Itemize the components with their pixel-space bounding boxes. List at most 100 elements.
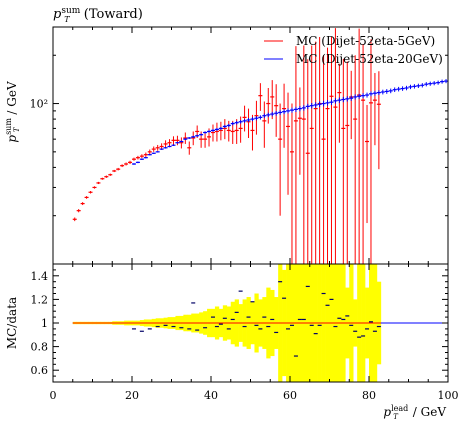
- data-point-s1-2: [139, 158, 144, 160]
- data-point-s0-53: [282, 83, 287, 148]
- data-point-s1-45: [309, 102, 314, 109]
- ratio-y-tick-label: 1.4: [31, 270, 49, 283]
- data-point-s0-36: [214, 122, 219, 142]
- data-point-s1-6: [155, 151, 160, 153]
- data-point-s1-1: [135, 161, 140, 164]
- data-point-s0-27: [179, 137, 184, 149]
- data-point-s1-36: [274, 110, 279, 116]
- data-point-s0-77: [376, 71, 381, 170]
- data-point-s1-43: [301, 105, 306, 111]
- data-point-s0-12: [120, 164, 125, 168]
- data-point-s1-22: [218, 126, 223, 130]
- data-point-s0-68: [341, 58, 346, 264]
- data-point-s1-56: [353, 94, 358, 100]
- data-point-s1-26: [234, 120, 239, 125]
- data-point-s1-63: [380, 89, 385, 95]
- data-point-s1-37: [278, 110, 283, 115]
- data-point-s0-19: [147, 149, 152, 155]
- data-point-s0-57: [297, 87, 302, 175]
- data-point-s1-15: [191, 135, 196, 138]
- data-point-s1-39: [286, 108, 291, 114]
- data-point-s1-34: [266, 112, 271, 118]
- data-point-s1-60: [368, 91, 373, 97]
- data-point-s1-24: [226, 123, 231, 128]
- data-point-s1-13: [183, 138, 188, 141]
- data-point-s0-10: [112, 169, 117, 173]
- data-point-s0-35: [210, 124, 215, 142]
- data-point-s1-67: [396, 86, 401, 92]
- ratio-y-tick-label: 1: [41, 317, 48, 330]
- data-point-s1-47: [317, 101, 322, 108]
- data-point-s1-17: [199, 133, 204, 136]
- data-point-s0-69: [345, 61, 350, 264]
- data-point-s1-41: [293, 106, 298, 112]
- data-point-s1-58: [361, 93, 366, 99]
- data-point-s0-67: [337, 63, 342, 143]
- data-point-s0-33: [203, 131, 208, 148]
- data-point-s1-9: [167, 145, 172, 148]
- data-point-s0-58: [301, 45, 306, 264]
- data-point-s1-73: [420, 83, 425, 88]
- data-point-s1-50: [329, 99, 334, 105]
- data-point-s1-27: [238, 119, 243, 124]
- data-point-s1-16: [195, 134, 200, 137]
- data-point-s0-71: [353, 55, 358, 264]
- data-point-s1-49: [325, 100, 330, 106]
- data-point-s1-31: [254, 116, 259, 121]
- data-point-s1-59: [365, 92, 370, 98]
- data-point-s0-74: [365, 104, 370, 224]
- data-point-s1-18: [203, 131, 208, 134]
- data-point-s1-62: [376, 90, 381, 96]
- data-point-s1-25: [230, 121, 235, 126]
- data-point-s1-7: [159, 148, 164, 150]
- data-point-s0-16: [135, 155, 140, 160]
- data-point-s0-15: [131, 157, 136, 161]
- data-point-s1-42: [297, 106, 302, 112]
- data-point-s0-56: [293, 46, 298, 264]
- legend-label-5gev: MC (Dijet-52eta-5GeV): [296, 34, 435, 48]
- x-tick-label: 0: [50, 389, 57, 402]
- data-point-s0-55: [289, 103, 294, 264]
- data-point-s1-48: [321, 100, 326, 107]
- data-point-s1-53: [341, 96, 346, 103]
- data-point-s0-9: [108, 173, 113, 176]
- data-point-s0-17: [139, 154, 144, 159]
- data-point-s1-54: [345, 96, 350, 102]
- data-point-s0-6: [96, 181, 101, 185]
- ratio-panel: 0.6 0.8 1 1.2 1.4 0 20 40 60 80 100: [31, 263, 459, 402]
- data-point-s1-72: [416, 83, 421, 89]
- data-point-s1-28: [242, 119, 247, 123]
- data-point-s1-44: [305, 103, 310, 110]
- data-point-s1-10: [171, 144, 176, 146]
- data-point-s0-66: [333, 28, 338, 264]
- data-point-s0-65: [329, 36, 334, 264]
- data-point-s1-69: [404, 85, 409, 91]
- data-point-s0-2: [80, 202, 85, 206]
- data-point-s1-38: [282, 109, 287, 115]
- data-point-s1-20: [210, 129, 215, 132]
- x-tick-label: 100: [438, 389, 459, 402]
- legend-label-20gev: MC (Dijet-52eta-20GeV): [296, 52, 443, 66]
- data-point-s0-37: [218, 121, 223, 141]
- data-point-s1-21: [214, 128, 219, 131]
- data-point-s1-14: [187, 137, 192, 139]
- data-point-s0-64: [325, 47, 330, 264]
- data-point-s1-78: [440, 79, 445, 84]
- data-point-s1-64: [384, 89, 389, 94]
- data-point-s0-20: [151, 146, 156, 152]
- data-point-s0-51: [274, 84, 279, 137]
- data-point-s1-61: [372, 90, 377, 96]
- data-point-s1-8: [163, 147, 168, 149]
- chart-title: psum T (Toward): [53, 6, 143, 24]
- x-tick-label: 20: [125, 389, 139, 402]
- data-point-s0-49: [266, 88, 271, 124]
- data-point-s1-52: [337, 97, 342, 103]
- data-point-s0-8: [104, 175, 109, 178]
- data-point-s1-11: [175, 141, 180, 144]
- ratio-y-axis-label: MC/data: [5, 297, 19, 349]
- data-point-s1-77: [436, 80, 441, 85]
- data-point-s0-38: [222, 119, 227, 140]
- data-point-s1-70: [408, 84, 413, 90]
- data-point-s1-65: [388, 88, 393, 94]
